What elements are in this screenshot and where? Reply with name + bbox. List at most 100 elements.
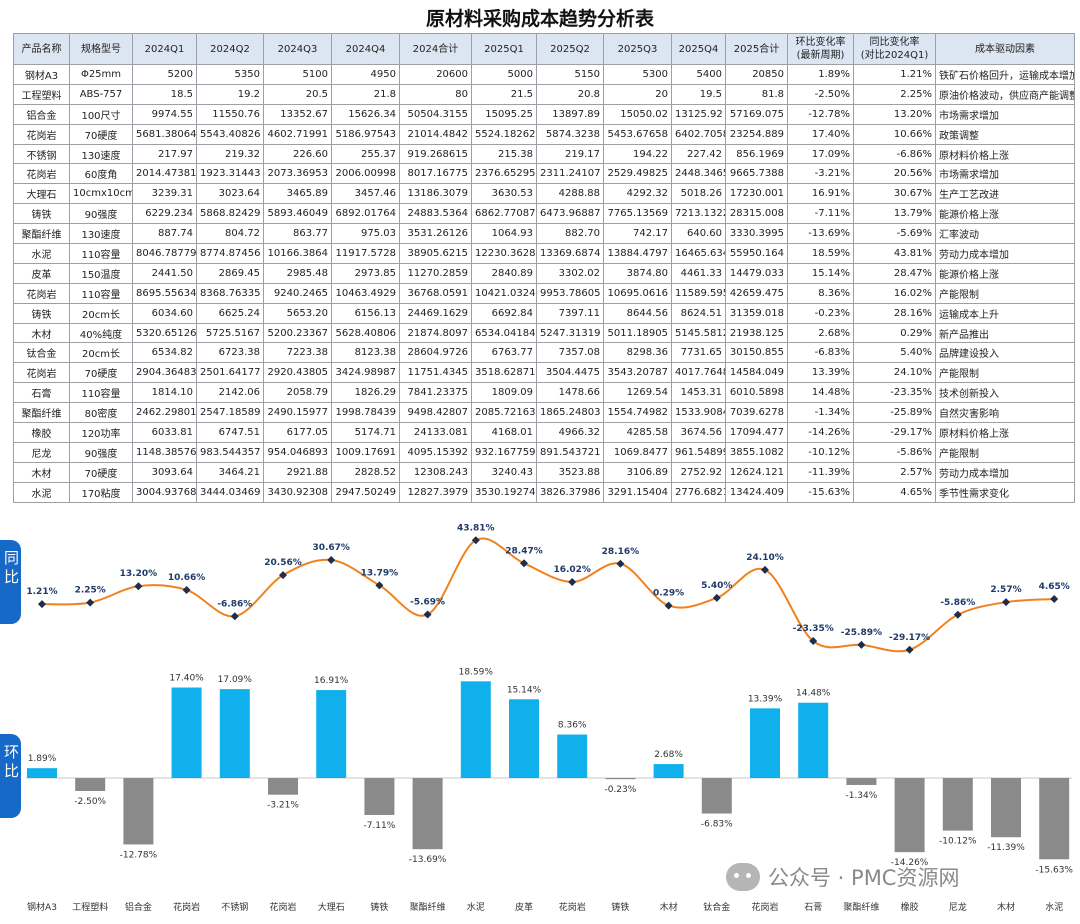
table-cell: 8774.87456	[196, 243, 264, 264]
table-cell: 9240.2465	[263, 282, 332, 304]
table-cell: 8695.55634	[132, 282, 197, 304]
table-cell: 24.10%	[853, 362, 936, 384]
yoy-data-label: 2.25%	[75, 586, 106, 596]
table-cell: 3023.64	[196, 183, 264, 205]
qoq-data-label: -3.21%	[267, 801, 299, 811]
table-cell: 961.54899	[671, 441, 726, 463]
table-cell: 6473.96887	[536, 203, 604, 225]
qoq-bar	[316, 690, 347, 778]
table-cell: 2441.50	[132, 262, 197, 284]
table-cell: 3330.3995	[725, 223, 788, 245]
table-cell: 6156.13	[331, 302, 400, 324]
table-cell: 1478.66	[536, 382, 604, 404]
table-cell: 975.03	[331, 223, 400, 245]
table-cell: 7397.11	[536, 302, 604, 324]
table-cell: 2985.48	[263, 262, 332, 284]
qoq-category-label: 花岗岩	[269, 901, 296, 913]
table-cell: 12624.121	[725, 461, 788, 483]
qoq-bar	[1039, 778, 1070, 860]
table-cell: 110容量	[69, 382, 133, 404]
table-cell: 工程塑料	[13, 83, 70, 105]
column-header: 2025Q2	[536, 33, 604, 65]
table-cell: 2311.24107	[536, 163, 604, 185]
yoy-data-label: -6.86%	[217, 599, 252, 609]
table-cell: 16465.634	[671, 243, 726, 264]
table-cell: 尼龙	[13, 441, 70, 463]
table-cell: 21014.4842	[399, 123, 472, 145]
table-cell: 170粘度	[69, 481, 133, 503]
table-cell: 4966.32	[536, 422, 604, 443]
table-cell: 1865.24803	[536, 402, 604, 424]
table-cell: -14.26%	[787, 422, 854, 443]
table-cell: 28315.008	[725, 203, 788, 225]
table-cell: 政策调整	[935, 123, 1075, 145]
table-cell: 2014.47381	[132, 163, 197, 185]
table-cell: 2904.36483	[132, 362, 197, 384]
table-row: 木材 70硬度 3093.64 3464.21 2921.88 2828.52 12308.…	[13, 461, 1075, 483]
table-cell: 花岗岩	[13, 362, 70, 384]
table-cell: 3530.19274	[471, 481, 537, 503]
table-cell: 6010.5898	[725, 382, 788, 404]
qoq-bar	[509, 699, 539, 778]
yoy-point	[568, 577, 577, 586]
table-cell: 0.29%	[853, 322, 936, 344]
table-cell: 42659.475	[725, 282, 788, 304]
table-cell: -7.11%	[787, 203, 854, 225]
table-row: 工程塑料 ABS-757 18.5 19.2 20.5 21.8 80 21.5 20.8 20 1…	[13, 83, 1075, 105]
table-cell: 钢材A3	[13, 64, 70, 85]
qoq-data-label: -15.63%	[1035, 865, 1073, 875]
table-cell: 2462.29801	[132, 402, 197, 424]
yoy-point	[905, 645, 914, 654]
table-cell: -5.69%	[853, 223, 936, 245]
table-cell: 863.77	[263, 223, 332, 245]
yoy-point	[616, 559, 625, 568]
table-cell: -5.86%	[853, 441, 936, 463]
table-cell: 5725.5167	[196, 322, 264, 344]
qoq-data-label: -6.83%	[701, 820, 733, 830]
table-cell: 20.5	[263, 83, 332, 105]
yoy-data-label: -23.35%	[793, 624, 834, 634]
qoq-category-label: 花岗岩	[751, 901, 778, 913]
qoq-category-label: 铸铁	[370, 901, 388, 913]
qoq-bar	[991, 778, 1021, 838]
table-cell: 1814.10	[132, 382, 197, 404]
table-cell: 8.36%	[787, 282, 854, 304]
table-row: 钛合金 20cm长 6534.82 6723.38 7223.38 8123.38 2860…	[13, 342, 1075, 364]
table-cell: 20600	[399, 64, 472, 85]
qoq-data-label: -2.50%	[74, 797, 106, 807]
table-row: 花岗岩 70硬度 2904.36483 2501.64177 2920.43805 342…	[13, 362, 1075, 384]
yoy-point	[182, 586, 191, 595]
table-cell: 20	[603, 83, 672, 105]
table-cell: 14479.033	[725, 262, 788, 284]
table-cell: -15.63%	[787, 481, 854, 503]
table-cell: 28.47%	[853, 262, 936, 284]
table-cell: 120功率	[69, 422, 133, 443]
table-cell: 2529.49825	[603, 163, 672, 185]
yoy-data-label: 30.67%	[312, 543, 350, 553]
table-cell: 2490.15977	[263, 402, 332, 424]
yoy-point	[375, 581, 384, 590]
table-row: 尼龙 90强度 1148.38576 983.544357 954.046893 1009…	[13, 441, 1075, 463]
table-cell: 不锈钢	[13, 143, 70, 165]
table-cell: -3.21%	[787, 163, 854, 185]
table-cell: 3004.93768	[132, 481, 197, 503]
table-cell: 生产工艺改进	[935, 183, 1075, 205]
table-cell: 13.79%	[853, 203, 936, 225]
table-cell: 50504.3155	[399, 103, 472, 125]
table-cell: 5000	[471, 64, 537, 85]
table-cell: 31359.018	[725, 302, 788, 324]
table-cell: 8017.16775	[399, 163, 472, 185]
table-cell: 能源价格上涨	[935, 262, 1075, 284]
qoq-data-label: 18.59%	[459, 667, 494, 677]
table-row: 水泥 170粘度 3004.93768 3444.03469 3430.92308 294…	[13, 481, 1075, 503]
qoq-data-label: -1.34%	[845, 791, 877, 801]
qoq-bar	[846, 778, 877, 785]
qoq-bar	[219, 689, 250, 778]
qoq-data-label: 17.09%	[218, 675, 253, 685]
table-cell: 2547.18589	[196, 402, 264, 424]
qoq-category-label: 不锈钢	[221, 901, 248, 913]
table-cell: 57169.075	[725, 103, 788, 125]
column-header: 2025Q3	[603, 33, 672, 65]
table-cell: 15.14%	[787, 262, 854, 284]
table-cell: -6.86%	[853, 143, 936, 165]
